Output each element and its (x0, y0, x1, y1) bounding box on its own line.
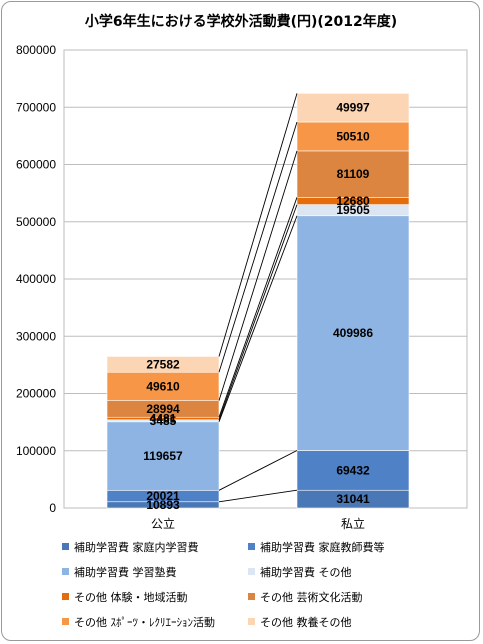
legend-label: その他 体験・地域活動 (74, 590, 188, 604)
y-tick-label: 0 (49, 501, 56, 515)
y-tick-label: 600000 (16, 158, 56, 172)
y-tick-label: 500000 (16, 215, 56, 229)
legend-label: その他 芸術文化活動 (260, 590, 363, 604)
bar-segment (296, 450, 410, 491)
bars (106, 93, 410, 509)
y-tick-label: 100000 (16, 444, 56, 458)
y-tick-label: 700000 (16, 100, 56, 114)
legend-label: 補助学習費 その他 (260, 565, 352, 579)
data-label: 10893 (146, 498, 180, 512)
legend-swatch (248, 618, 255, 625)
series-connector-line (218, 121, 298, 373)
data-label: 49997 (336, 101, 370, 115)
data-label: 50510 (336, 129, 370, 143)
data-label: 27582 (146, 357, 180, 371)
bar-segment (296, 93, 410, 123)
series-connector-line (218, 450, 298, 491)
legend-swatch (248, 593, 255, 600)
data-label: 49610 (146, 379, 180, 393)
x-category-label: 公立 (151, 516, 175, 531)
y-axis-ticks: 0 100000 200000 300000 400000 500000 600000 700… (16, 43, 56, 515)
series-connector-line (218, 197, 298, 418)
data-label: 20021 (146, 489, 180, 503)
y-tick-label: 800000 (16, 43, 56, 57)
data-label: 4481 (150, 412, 177, 426)
legend-label: その他 教養その他 (260, 615, 352, 629)
series-connector-line (218, 215, 298, 422)
legend-item: その他 教養その他 (248, 615, 352, 629)
legend-swatch (62, 618, 69, 625)
bar-segment (296, 215, 410, 451)
legend-swatch (248, 568, 255, 575)
data-label: 409986 (333, 326, 373, 340)
legend-label: 補助学習費 家庭教師費等 (260, 540, 385, 554)
x-axis-categories: 公立 私立 (151, 516, 365, 531)
legend-item: その他 芸術文化活動 (248, 590, 363, 604)
bar-segment (106, 356, 220, 373)
bar-segment (296, 121, 410, 152)
legend-item: その他 体験・地域活動 (62, 590, 188, 604)
data-label: 28994 (146, 402, 180, 416)
legend-swatch (62, 593, 69, 600)
legend-label: 補助学習費 家庭内学習費 (74, 540, 199, 554)
legend-swatch (248, 543, 255, 550)
y-tick-label: 300000 (16, 329, 56, 343)
y-tick-label: 400000 (16, 272, 56, 286)
legend-item: 補助学習費 家庭内学習費 (62, 540, 199, 554)
series-connector-line (218, 150, 298, 401)
data-label: 119657 (143, 449, 183, 463)
legend-item: 補助学習費 家庭教師費等 (248, 540, 385, 554)
legend-item: その他 ｽﾎﾟｰﾂ・ﾚｸﾘｴｰｼｮﾝ活動 (62, 615, 215, 629)
data-label: 81109 (337, 167, 370, 181)
legend-label: その他 ｽﾎﾟｰﾂ・ﾚｸﾘｴｰｼｮﾝ活動 (74, 615, 215, 629)
series-connector-line (218, 489, 298, 503)
x-category-label: 私立 (341, 516, 365, 531)
legend-swatch (62, 568, 69, 575)
bar-segment (106, 371, 220, 401)
data-label: 19505 (336, 203, 370, 217)
series-lines (218, 93, 298, 503)
series-connector-line (218, 204, 298, 420)
series-connector-line (218, 93, 298, 357)
legend-item: 補助学習費 学習塾費 (62, 565, 177, 579)
legend-item: 補助学習費 その他 (248, 565, 352, 579)
data-label: 12680 (336, 194, 370, 208)
chart-title: 小学6年生における学校外活動費(円)(2012年度) (85, 13, 397, 30)
y-tick-label: 200000 (16, 387, 56, 401)
data-label: 69432 (336, 463, 370, 477)
legend-swatch (62, 543, 69, 550)
data-label: 3485 (150, 414, 177, 428)
data-label: 31041 (336, 492, 370, 506)
legend-label: 補助学習費 学習塾費 (74, 565, 177, 579)
